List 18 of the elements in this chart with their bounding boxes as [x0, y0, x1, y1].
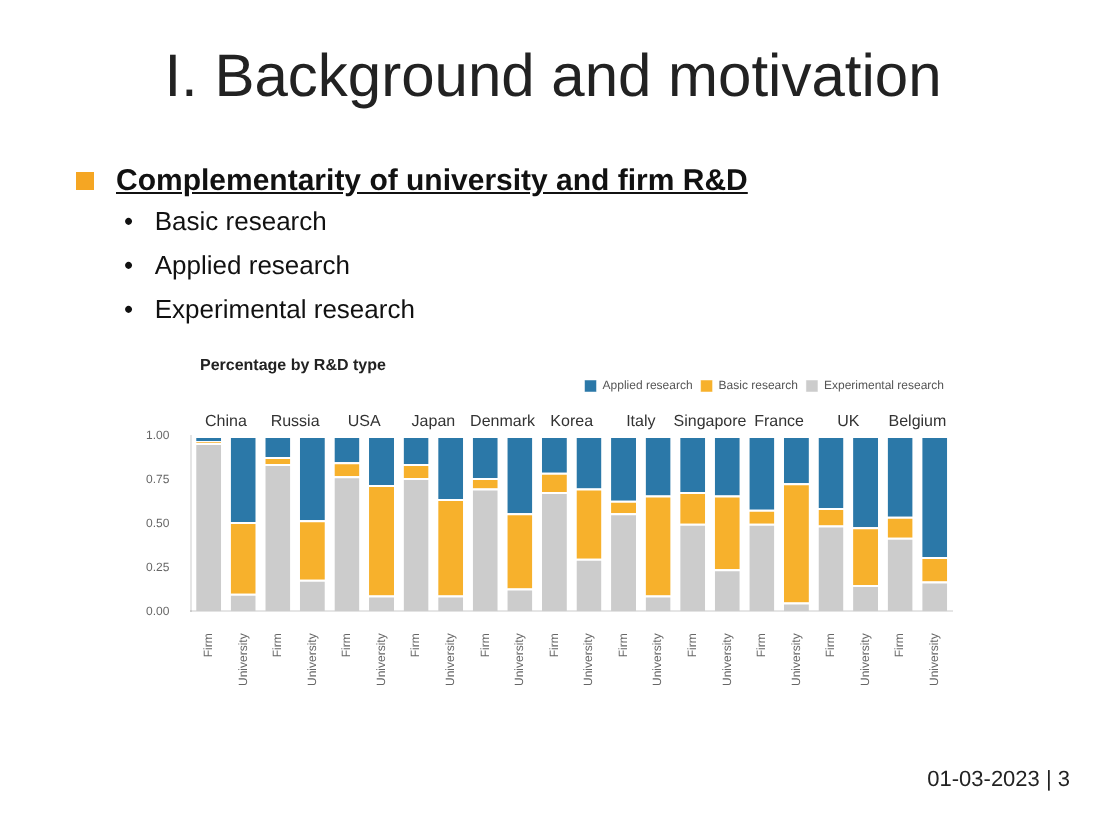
text: Japan [411, 412, 456, 431]
text: Belgium [888, 412, 947, 431]
text: UK [837, 412, 861, 431]
chart-subtitle: Complementarity of university and firm R&D [116, 164, 748, 198]
text: Percentage by R&D type [200, 356, 386, 374]
text: • Applied research [124, 248, 352, 284]
text: China [205, 412, 248, 431]
text: Russia [270, 412, 321, 431]
text: USA [347, 412, 382, 431]
text: France [754, 412, 806, 431]
text: • Basic research [124, 204, 329, 240]
text: 01-03-2023 | 3 [927, 768, 1070, 792]
text: • Experimental research [124, 292, 415, 328]
text: Korea [550, 412, 595, 431]
text: Italy [626, 412, 656, 431]
chart-title: I. Background and motivation [162, 44, 944, 112]
text: Denmark [470, 412, 537, 431]
text: Singapore [673, 412, 748, 431]
